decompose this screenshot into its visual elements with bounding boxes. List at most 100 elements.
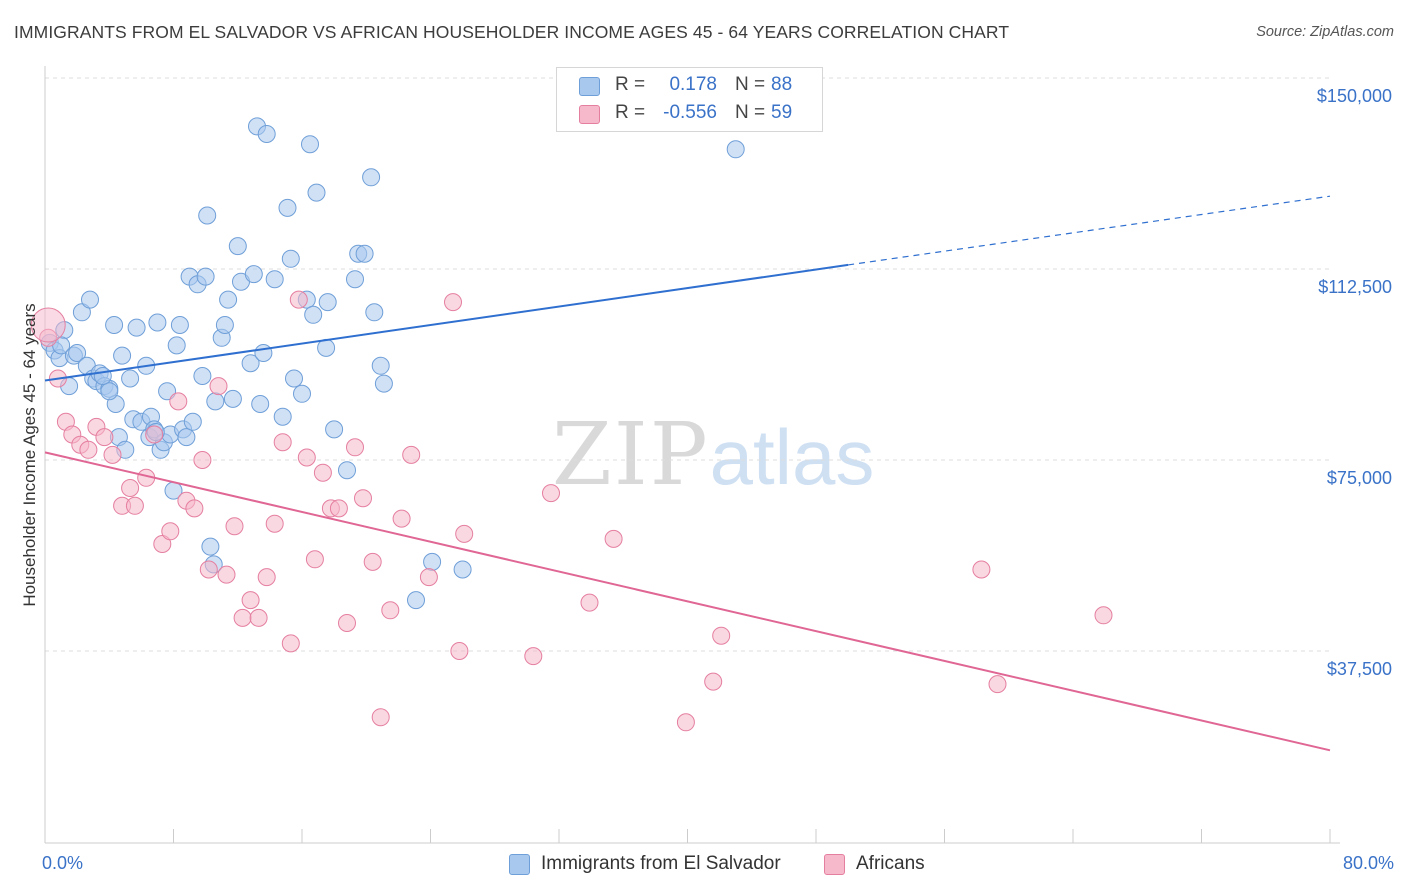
data-point-africans (712, 626, 731, 645)
data-point-africans (392, 509, 411, 528)
data-point-el-salvador (183, 412, 202, 431)
data-point-el-salvador (407, 591, 425, 610)
data-point-africans (185, 499, 204, 518)
legend-swatch-blue (579, 77, 600, 96)
data-point-africans (289, 290, 308, 309)
legend-label-africans: Africans (856, 853, 925, 874)
data-point-africans-large (30, 307, 66, 343)
data-point-africans (524, 647, 543, 666)
data-point-el-salvador (72, 303, 91, 322)
data-point-el-salvador (278, 198, 297, 217)
x-tick-label-min: 0.0% (42, 853, 84, 873)
y-axis-label: Householder Income Ages 45 - 64 years (20, 303, 39, 607)
data-point-el-salvador (362, 168, 381, 187)
data-point-africans (444, 293, 462, 312)
data-point-africans (381, 601, 400, 620)
data-point-africans (338, 614, 356, 632)
data-point-africans (249, 608, 268, 627)
data-point-el-salvador (244, 265, 263, 284)
data-point-el-salvador (423, 552, 442, 571)
axes (44, 66, 1340, 844)
legend-swatch-pink (824, 854, 845, 875)
data-point-africans (169, 392, 188, 411)
legend-r-value: -0.556 (663, 102, 717, 123)
data-point-el-salvador (223, 389, 242, 408)
data-point-el-salvador (113, 346, 132, 365)
data-point-africans (153, 535, 172, 553)
data-point-africans (209, 377, 228, 396)
data-point-africans (455, 524, 474, 543)
data-point-africans (402, 445, 421, 464)
data-point-africans (241, 591, 260, 610)
legend-swatch-blue (509, 854, 530, 875)
data-point-africans (103, 445, 122, 464)
data-point-el-salvador (127, 318, 146, 337)
data-point-africans (305, 550, 324, 569)
y-tick-label-75000: $75,000 (1326, 468, 1392, 488)
legend-row-el-salvador: R = 0.178 N = 88 (557, 72, 822, 100)
data-point-africans (273, 433, 292, 452)
trend-line-el-salvador-projection (848, 195, 1331, 266)
legend-n-value: 88 (771, 74, 793, 95)
data-point-el-salvador (201, 537, 220, 556)
legend-r-value: 0.178 (669, 74, 717, 95)
legend-n-value: 59 (771, 102, 793, 123)
data-point-el-salvador (68, 344, 87, 362)
legend-swatch-pink (579, 105, 600, 124)
data-point-el-salvador (228, 237, 247, 256)
data-point-africans (676, 713, 695, 732)
data-point-africans (604, 529, 623, 548)
data-point-el-salvador (293, 384, 311, 403)
data-point-el-salvador (301, 135, 319, 154)
data-point-el-salvador (193, 367, 212, 385)
legend-n-label: N = (735, 102, 766, 123)
x-tick-label-max: 80.0% (1342, 853, 1394, 873)
data-point-africans (297, 448, 316, 467)
data-point-africans (125, 496, 144, 515)
data-point-africans (199, 560, 218, 579)
data-point-el-salvador (170, 316, 189, 334)
data-point-el-salvador (196, 267, 215, 286)
data-point-el-salvador (105, 316, 124, 334)
data-point-el-salvador (265, 270, 284, 289)
y-tick-label-150000: $150,000 (1316, 86, 1392, 106)
series-legend: Immigrants from El Salvador Africans (0, 852, 1406, 878)
data-point-el-salvador (285, 369, 303, 388)
gridlines (45, 77, 1330, 652)
legend-n-label: N = (735, 74, 766, 95)
data-point-el-salvador (257, 125, 276, 143)
correlation-legend: R = 0.178 N = 88 R = -0.556 N = 59 (556, 67, 823, 132)
data-point-el-salvador (81, 290, 99, 309)
data-point-el-salvador (219, 290, 238, 309)
data-point-africans (257, 568, 276, 587)
data-point-el-salvador (206, 392, 225, 411)
data-point-el-salvador (355, 244, 374, 263)
legend-label-el-salvador: Immigrants from El Salvador (541, 853, 781, 874)
data-point-el-salvador (325, 420, 344, 439)
data-point-el-salvador (318, 293, 337, 312)
data-point-africans (704, 672, 723, 691)
data-point-africans (79, 440, 98, 459)
data-point-el-salvador (346, 270, 364, 289)
data-point-africans (450, 642, 469, 660)
data-point-africans (121, 479, 140, 497)
data-point-africans (225, 517, 244, 536)
data-point-el-salvador (374, 374, 393, 393)
data-point-el-salvador (241, 354, 260, 373)
legend-r-label: R = (615, 74, 646, 95)
data-point-africans (233, 608, 252, 627)
data-point-africans (988, 675, 1007, 694)
data-point-africans (419, 568, 438, 587)
data-point-africans (161, 522, 180, 541)
data-point-africans (542, 484, 560, 503)
data-point-el-salvador (317, 338, 336, 357)
data-point-africans (363, 552, 382, 571)
data-point-el-salvador (167, 336, 186, 355)
trend-line-el-salvador (44, 263, 849, 382)
trend-line-africans (44, 451, 1331, 752)
data-point-el-salvador (251, 395, 270, 413)
data-point-el-salvador (281, 249, 300, 268)
data-point-el-salvador (365, 303, 384, 322)
data-point-el-salvador (93, 367, 112, 385)
